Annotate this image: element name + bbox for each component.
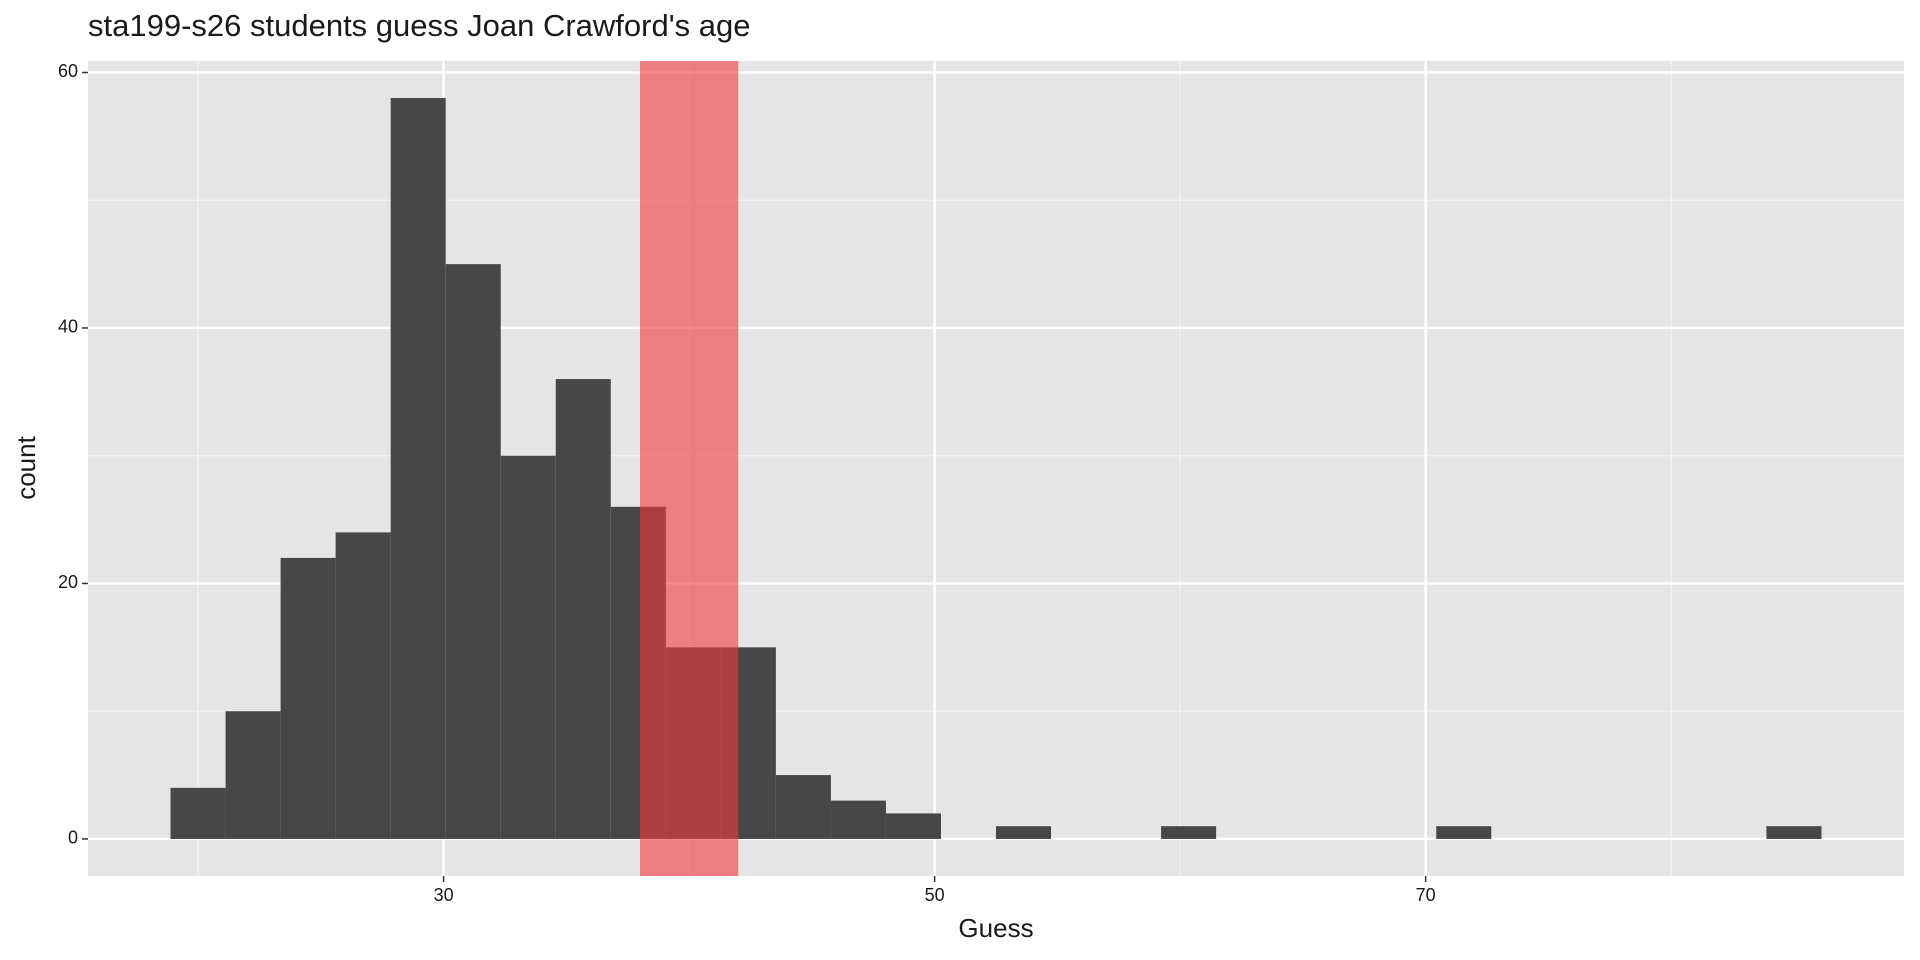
highlight-band <box>639 61 739 876</box>
y-tick-label: 20 <box>58 572 78 592</box>
bar <box>170 787 226 839</box>
bar <box>390 98 446 839</box>
bar <box>1766 826 1822 839</box>
x-tick-label: 70 <box>1416 885 1436 905</box>
y-tick-label: 0 <box>68 828 78 848</box>
bar <box>830 800 886 839</box>
bar <box>1161 826 1217 839</box>
y-tick-label: 40 <box>58 317 78 337</box>
x-tick-label: 30 <box>434 885 454 905</box>
y-axis-label: count <box>11 435 41 499</box>
bar <box>1436 826 1492 839</box>
x-tick-label: 50 <box>925 885 945 905</box>
x-axis-label: Guess <box>958 913 1033 943</box>
bar <box>996 826 1052 839</box>
bar <box>500 455 556 839</box>
bar <box>885 813 941 839</box>
bar <box>335 532 391 839</box>
bar <box>280 557 336 839</box>
bar <box>225 711 281 839</box>
y-tick-label: 60 <box>58 61 78 81</box>
bar <box>445 264 501 839</box>
bar <box>775 775 831 839</box>
chart-title: sta199-s26 students guess Joan Crawford'… <box>88 8 750 43</box>
bar <box>555 379 611 839</box>
